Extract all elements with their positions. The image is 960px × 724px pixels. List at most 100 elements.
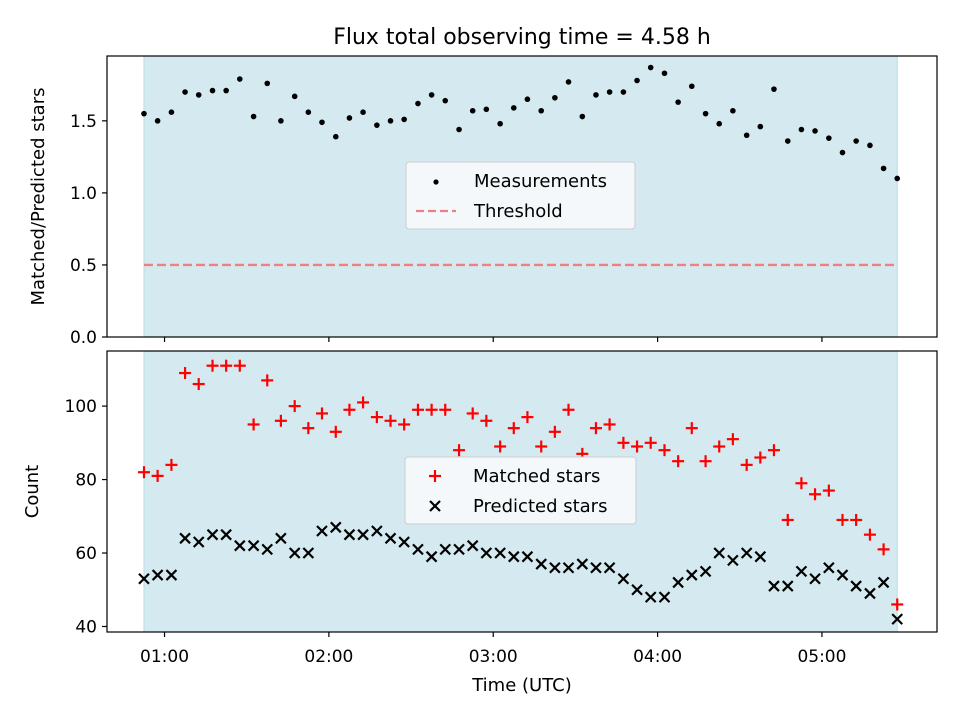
- measurement-point: [141, 110, 147, 117]
- ratio-legend: Measurements Threshold: [405, 161, 636, 230]
- measurement-point: [757, 123, 764, 130]
- matched-star-point: [740, 458, 753, 471]
- matched-star-point: [863, 528, 876, 541]
- predicted-star-point: [603, 561, 616, 574]
- measurement-point: [552, 94, 558, 101]
- measurement-point: [332, 133, 339, 140]
- matched-star-point: [494, 440, 507, 453]
- measurement-point: [237, 76, 243, 82]
- measurement-point: [826, 135, 832, 141]
- measurement-point: [688, 83, 695, 90]
- measurement-point: [661, 70, 668, 77]
- measurement-point: [702, 110, 709, 117]
- matched-star-point: [398, 418, 411, 431]
- measurement-point: [798, 126, 805, 133]
- matched-star-point: [809, 488, 822, 501]
- predicted-star-point: [549, 561, 561, 574]
- matched-star-point: [795, 477, 808, 490]
- measurement-point: [415, 100, 421, 107]
- predicted-star-point: [302, 547, 315, 559]
- ratio-panel-frame: [106, 55, 938, 338]
- measurement-point: [510, 105, 517, 111]
- predicted-star-point: [631, 583, 643, 596]
- predicted-star-point: [494, 547, 506, 559]
- legend-measurements-label: Measurements: [474, 171, 607, 192]
- matched-star-point: [781, 513, 794, 526]
- predicted-star-point: [151, 569, 164, 581]
- matched-star-point: [631, 440, 644, 453]
- predicted-star-point: [644, 591, 657, 603]
- measurement-point: [305, 109, 312, 115]
- measurement-point: [497, 120, 503, 127]
- y-tick-label: 1.0: [70, 184, 97, 204]
- predicted-star-point: [836, 569, 849, 581]
- measurement-point: [784, 138, 791, 144]
- matched-star-point: [233, 359, 246, 372]
- matched-star-point: [453, 444, 466, 457]
- ratio-y-ticks: 0.0 0.5 1.0 1.5: [70, 112, 107, 348]
- predicted-star-point: [206, 528, 219, 541]
- predicted-star-point: [288, 547, 301, 559]
- predicted-star-point: [740, 547, 753, 559]
- measurement-point: [593, 92, 599, 98]
- legend-predicted-marker: [429, 500, 441, 512]
- matched-star-point: [589, 422, 602, 435]
- measurement-point: [812, 128, 818, 134]
- predicted-star-point: [357, 528, 369, 541]
- measurement-point: [442, 97, 449, 104]
- x-tick-label: 05:00: [797, 647, 846, 667]
- predicted-star-point: [576, 558, 589, 570]
- predicted-star-point: [877, 576, 890, 589]
- matched-star-point: [685, 422, 698, 435]
- measurement-point: [606, 89, 613, 95]
- measurement-point: [894, 175, 901, 182]
- predicted-star-point: [220, 528, 232, 541]
- matched-star-point: [439, 403, 452, 416]
- predicted-star-point: [453, 543, 465, 556]
- matched-star-point: [836, 513, 849, 526]
- matched-star-point: [548, 425, 561, 438]
- predicted-star-point: [480, 547, 493, 559]
- matched-stars-points: [137, 359, 904, 611]
- predicted-star-point: [727, 554, 739, 567]
- measurement-point: [278, 118, 284, 124]
- measurement-point: [771, 86, 777, 92]
- predicted-star-point: [343, 528, 356, 541]
- predicted-star-point: [809, 572, 821, 585]
- x-tick-label: 03:00: [469, 647, 518, 667]
- predicted-star-point: [138, 572, 150, 585]
- predicted-star-point: [864, 587, 876, 600]
- measurement-point: [853, 138, 859, 144]
- measurement-point: [264, 80, 271, 87]
- legend-measurement-marker: [433, 179, 439, 185]
- matched-star-point: [165, 458, 178, 471]
- matched-star-point: [672, 455, 685, 468]
- count-legend: Matched stars Predicted stars: [404, 456, 637, 525]
- predicted-star-point: [466, 539, 479, 552]
- measurement-point: [182, 89, 188, 95]
- legend-matched-marker: [429, 470, 441, 482]
- matched-star-point: [466, 407, 479, 420]
- matched-star-point: [343, 403, 356, 416]
- measurement-point: [867, 142, 873, 149]
- x-tick-label: 04:00: [633, 647, 682, 667]
- measurement-point: [374, 122, 380, 128]
- matched-star-point: [370, 411, 383, 424]
- x-tick-label: 01:00: [140, 647, 189, 667]
- measurement-point: [483, 106, 490, 113]
- ratio-x-ticks: [163, 337, 823, 342]
- predicted-star-point: [562, 561, 575, 574]
- matched-star-point: [507, 422, 520, 435]
- measurement-point: [360, 109, 366, 115]
- predicted-stars-points: [138, 521, 904, 625]
- matched-star-point: [179, 367, 192, 380]
- measurement-point: [456, 126, 462, 133]
- matched-star-point: [261, 374, 274, 387]
- matched-star-point: [644, 436, 657, 449]
- predicted-star-point: [768, 580, 780, 592]
- measurement-point: [469, 107, 476, 114]
- matched-star-point: [288, 400, 301, 413]
- y-tick-label: 100: [65, 397, 97, 417]
